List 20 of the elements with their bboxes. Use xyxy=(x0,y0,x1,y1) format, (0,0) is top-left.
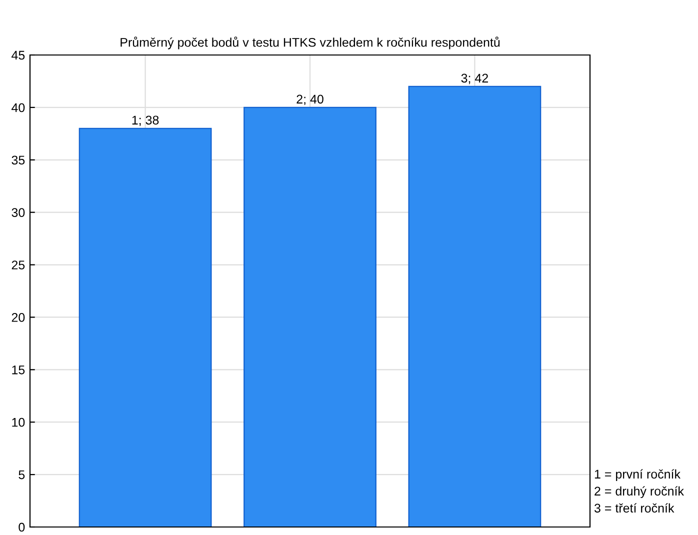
y-tick-label: 45 xyxy=(12,50,25,60)
y-tick-label: 15 xyxy=(12,366,25,374)
chart-title: Průměrný počet bodů v testu HTKS vzhledem k ročníku respondentů xyxy=(120,36,500,50)
y-tick-label: 10 xyxy=(12,418,25,427)
y-tick-label: 20 xyxy=(12,313,25,322)
y-tick-label: 40 xyxy=(12,103,25,112)
bar xyxy=(78,128,212,527)
data-label: 3; 42 xyxy=(461,74,488,84)
text: 3 = třetí ročník xyxy=(594,503,674,513)
y-tick-label: 0 xyxy=(18,522,25,532)
y-tick-label: 25 xyxy=(12,260,25,270)
y-tick-label: 35 xyxy=(12,156,25,165)
y-tick-label: 5 xyxy=(18,470,25,480)
text: 2 = druhý ročník xyxy=(594,486,684,498)
y-tick-label: 30 xyxy=(12,208,25,217)
data-label: 1; 38 xyxy=(132,116,159,126)
bar xyxy=(244,106,376,527)
text: 1 = první ročník xyxy=(594,469,681,482)
data-label: 2; 40 xyxy=(296,94,324,106)
bar xyxy=(408,86,542,527)
